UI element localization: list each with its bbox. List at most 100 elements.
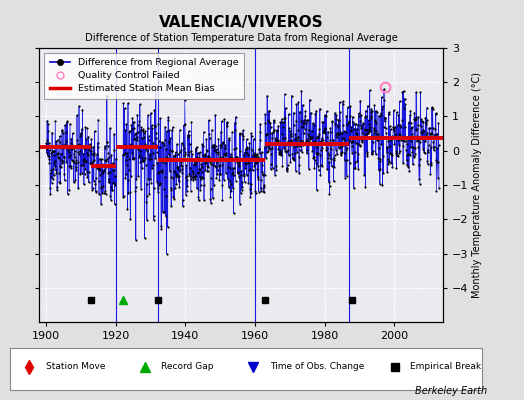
Point: [287, 137, 295, 143]
Point: [231, 154, 239, 161]
Point: [330, 164, 339, 170]
Point: [271, 172, 279, 178]
Point: [46, 191, 54, 197]
Point: [347, 128, 355, 134]
Point: [208, 143, 216, 150]
Point: [169, 175, 177, 181]
Point: [248, 167, 257, 174]
Point: [101, 188, 110, 194]
Point: [176, 149, 184, 155]
Point: [188, 168, 196, 174]
Point: [301, 113, 309, 119]
Point: [47, 174, 55, 180]
Point: [327, 146, 335, 152]
Point: [147, 180, 156, 186]
Point: [298, 123, 307, 130]
Point: [66, 152, 74, 158]
Point: [79, 150, 88, 157]
Text: VALENCIA/VIVEROS: VALENCIA/VIVEROS: [159, 14, 323, 30]
Point: [415, 176, 423, 182]
Point: [220, 144, 228, 151]
Point: [416, 180, 424, 187]
Point: [138, 135, 147, 142]
Point: [331, 146, 340, 153]
Point: [55, 178, 63, 185]
Point: [120, 142, 128, 149]
Point: [94, 178, 103, 184]
Point: [212, 164, 220, 170]
Point: [192, 159, 201, 166]
Point: [378, 181, 387, 188]
Point: [292, 118, 300, 125]
Point: [177, 162, 185, 168]
Point: [333, 131, 342, 137]
Point: [199, 152, 208, 158]
Point: [369, 139, 377, 146]
Point: [135, 118, 144, 124]
Point: [409, 143, 418, 150]
Point: [332, 131, 340, 138]
Point: [241, 179, 249, 185]
Point: [350, 126, 358, 132]
Point: [72, 144, 81, 150]
Point: [343, 144, 351, 151]
Point: [296, 142, 304, 149]
Point: [173, 151, 182, 158]
Point: [314, 133, 322, 139]
Point: [430, 134, 439, 140]
Point: [267, 161, 276, 167]
Point: [85, 143, 94, 150]
Point: [337, 150, 345, 156]
Point: [435, 185, 443, 192]
Point: [253, 157, 261, 164]
Point: [209, 195, 217, 201]
Point: [87, 161, 95, 168]
Point: [385, 109, 393, 116]
Point: [275, 140, 283, 146]
Point: [214, 136, 223, 142]
Point: [200, 196, 208, 203]
Point: [209, 142, 217, 148]
Point: [300, 119, 309, 126]
Point: [155, 182, 163, 188]
Point: [134, 121, 142, 128]
Point: [126, 216, 135, 223]
Point: [222, 170, 230, 176]
Point: [156, 180, 165, 187]
Point: [309, 142, 318, 148]
Point: [130, 131, 139, 138]
Point: [410, 117, 419, 123]
Point: [267, 166, 275, 172]
Point: [353, 122, 362, 128]
Point: [304, 138, 313, 144]
Point: [342, 147, 350, 153]
Point: [260, 184, 268, 190]
Point: [349, 138, 357, 144]
Point: [210, 147, 219, 153]
Point: [279, 141, 287, 148]
Point: [71, 177, 80, 183]
Point: [377, 111, 385, 118]
Point: [62, 137, 70, 144]
Point: [173, 166, 182, 172]
Point: [429, 124, 437, 131]
Point: [62, 158, 70, 165]
Point: [307, 110, 315, 116]
Point: [419, 127, 427, 134]
Point: [331, 110, 339, 116]
Point: [250, 152, 258, 159]
Point: [73, 141, 82, 148]
Point: [187, 188, 195, 194]
Point: [75, 142, 84, 148]
Point: [234, 161, 242, 168]
Point: [59, 158, 67, 164]
Point: [257, 162, 266, 168]
Point: [189, 171, 197, 178]
Point: [289, 156, 298, 163]
Point: [238, 131, 247, 137]
Point: [80, 159, 88, 166]
Point: [418, 117, 426, 124]
Point: [64, 154, 73, 160]
Point: [70, 151, 78, 158]
Point: [166, 168, 174, 174]
